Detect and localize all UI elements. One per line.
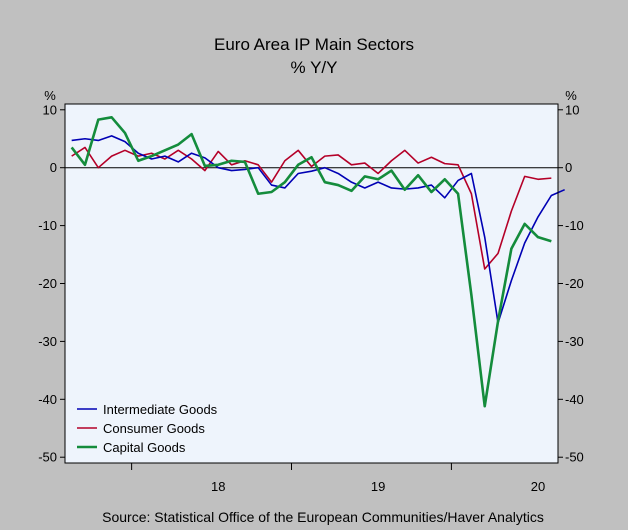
y-tick-label-left: -40 xyxy=(38,392,57,407)
chart-title: Euro Area IP Main Sectors xyxy=(214,35,414,54)
y-tick-label-right: 0 xyxy=(565,160,572,175)
y-tick-label-right: -30 xyxy=(565,334,584,349)
source-note: Source: Statistical Office of the Europe… xyxy=(102,509,544,525)
series-line-consumer xyxy=(71,146,552,270)
y-unit-left: % xyxy=(44,88,56,103)
y-ticks-right: 10 0 -10 -20 -30 -40 -50 xyxy=(558,102,584,465)
legend: Intermediate Goods Consumer Goods Capital … xyxy=(77,402,218,455)
y-tick-label-left: -50 xyxy=(38,450,57,465)
y-tick-label-left: -20 xyxy=(38,276,57,291)
x-year-label: 20 xyxy=(531,479,545,494)
y-tick-label-right: 10 xyxy=(565,102,579,117)
y-tick-label-right: -50 xyxy=(565,450,584,465)
y-ticks-left: 10 0 -10 -20 -30 -40 -50 xyxy=(38,102,65,465)
x-year-label: 19 xyxy=(371,479,385,494)
x-ticks: 18 19 20 xyxy=(131,463,545,494)
y-tick-label-left: -30 xyxy=(38,334,57,349)
y-unit-right: % xyxy=(565,88,577,103)
series-line-capital xyxy=(70,116,552,408)
y-tick-label-left: 10 xyxy=(43,102,57,117)
x-year-label: 18 xyxy=(211,479,225,494)
chart-subtitle: % Y/Y xyxy=(291,58,338,77)
legend-label-intermediate: Intermediate Goods xyxy=(103,402,218,417)
legend-label-capital: Capital Goods xyxy=(103,440,186,455)
series-group xyxy=(70,116,565,408)
legend-label-consumer: Consumer Goods xyxy=(103,421,205,436)
plot-area xyxy=(65,104,558,463)
y-tick-label-right: -20 xyxy=(565,276,584,291)
y-tick-label-right: -10 xyxy=(565,218,584,233)
y-tick-label-left: -10 xyxy=(38,218,57,233)
y-tick-label-right: -40 xyxy=(565,392,584,407)
y-tick-label-left: 0 xyxy=(50,160,57,175)
